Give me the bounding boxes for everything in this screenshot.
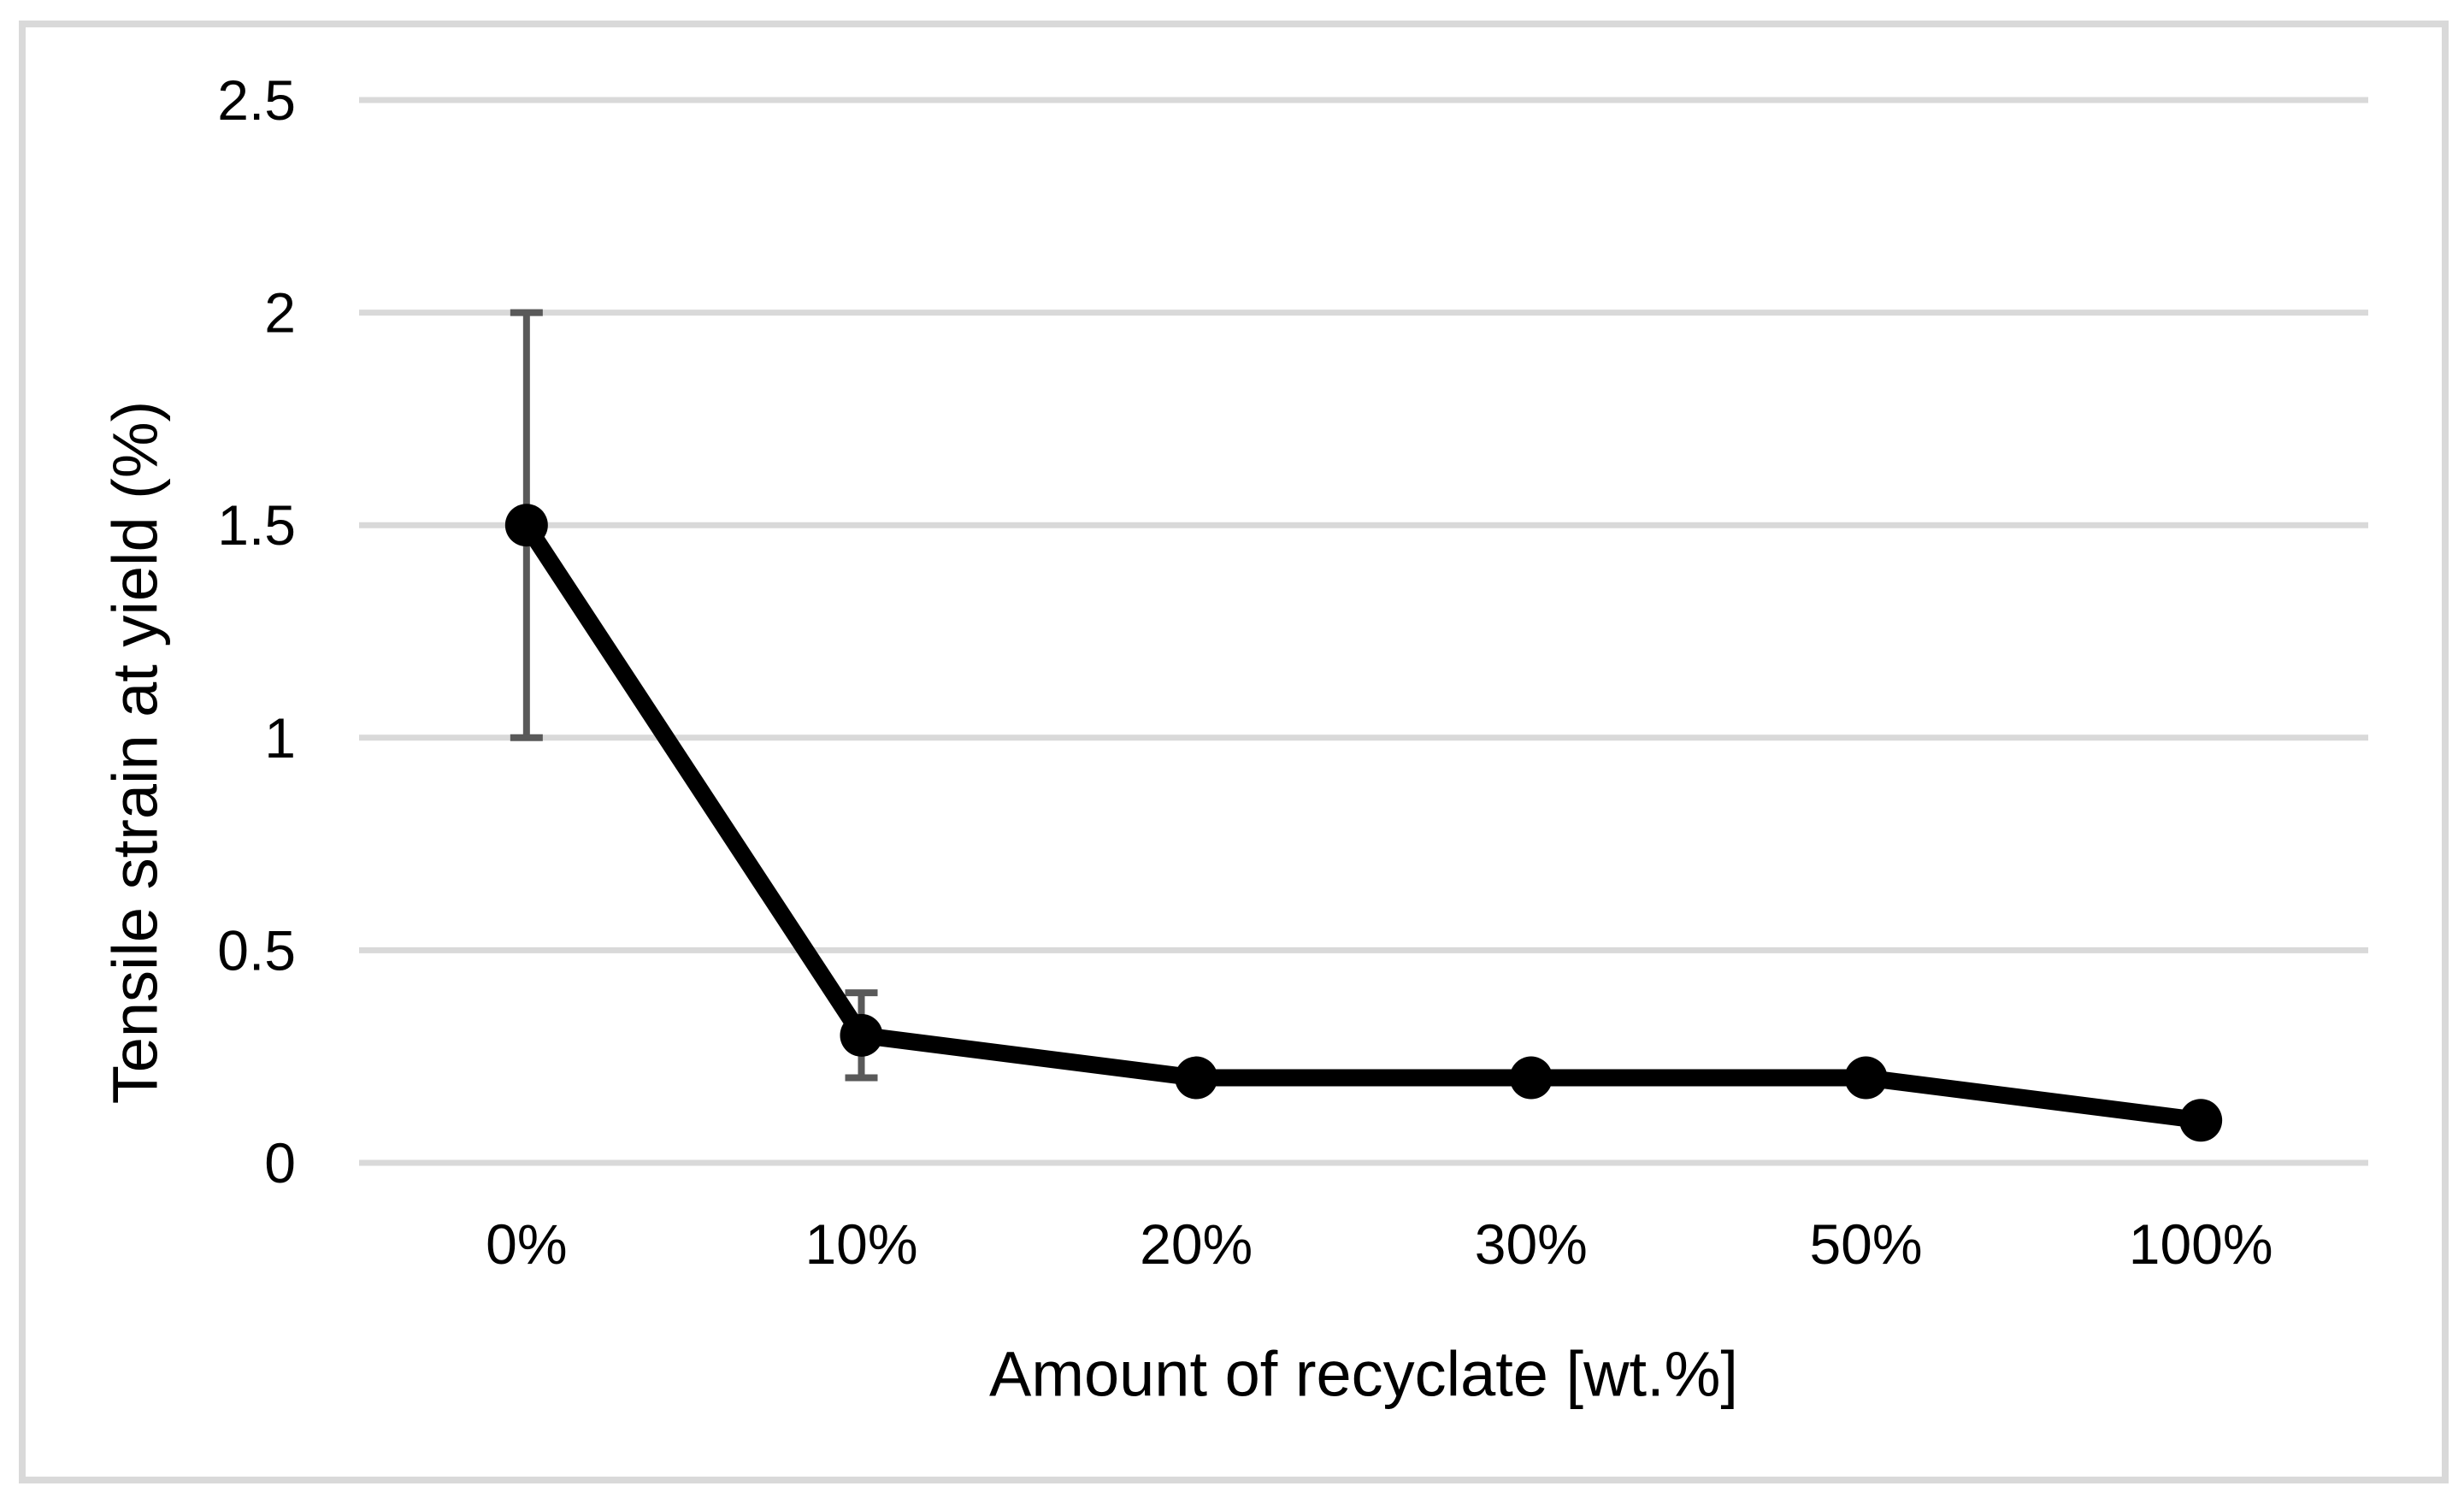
x-tick-label: 100% [2129, 1212, 2273, 1276]
data-point-marker [1509, 1056, 1553, 1100]
x-axis-title: Amount of recyclate [wt.%] [988, 1338, 1739, 1410]
x-axis-tick-labels: 0% 10% 20% 30% 50% 100% [486, 1212, 2272, 1276]
y-axis-tick-labels: 0 0.5 1 1.5 2 2.5 [217, 68, 296, 1194]
x-tick-label: 0% [486, 1212, 567, 1276]
series-polyline [517, 516, 2210, 1129]
y-tick-label: 1 [264, 706, 296, 770]
y-tick-label: 1.5 [217, 493, 296, 557]
data-point-marker [2179, 1099, 2223, 1142]
gridlines [359, 97, 2368, 1166]
x-tick-label: 50% [1809, 1212, 1922, 1276]
x-tick-label: 30% [1475, 1212, 1588, 1276]
data-point-marker [1844, 1056, 1888, 1100]
x-tick-label: 10% [805, 1212, 917, 1276]
data-point-marker [840, 1013, 883, 1057]
chart-border [19, 21, 2449, 1483]
y-tick-label: 0 [264, 1131, 296, 1194]
y-tick-label: 0.5 [217, 918, 296, 982]
data-point-markers [504, 504, 2223, 1142]
series-line [517, 516, 2210, 1129]
data-point-marker [1175, 1056, 1218, 1100]
y-tick-label: 2.5 [217, 68, 296, 132]
y-tick-label: 2 [264, 281, 296, 345]
x-tick-label: 20% [1140, 1212, 1253, 1276]
data-point-marker [504, 504, 548, 547]
y-axis-title: Tensile strain at yield (%) [99, 400, 171, 1105]
